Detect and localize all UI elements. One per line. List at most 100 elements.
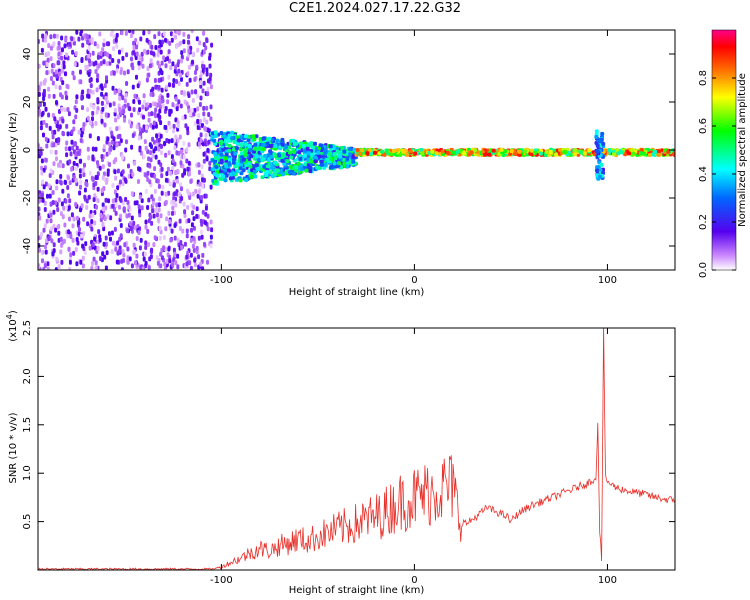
heatmap-cell — [123, 70, 126, 76]
heatmap-cell — [174, 34, 177, 40]
heatmap-cell — [160, 70, 164, 76]
heatmap-cell — [187, 64, 191, 70]
heatmap-cell — [104, 235, 108, 241]
heatmap-cell — [83, 162, 86, 168]
heatmap-cell — [179, 72, 183, 78]
heatmap-cell — [66, 185, 70, 190]
heatmap-cell — [499, 147, 504, 152]
heatmap-cell — [206, 213, 210, 219]
heatmap-cell — [53, 129, 57, 135]
heatmap-cell — [74, 99, 78, 105]
heatmap-cell — [79, 69, 82, 75]
heatmap-cell — [68, 198, 72, 204]
heatmap-cell — [91, 110, 95, 116]
heatmap-cell — [75, 108, 79, 113]
heatmap-cell — [60, 259, 64, 265]
heatmap-cell — [264, 173, 269, 178]
heatmap-cell — [176, 253, 180, 259]
heatmap-cell — [93, 220, 97, 226]
heatmap-cell — [648, 153, 652, 157]
heatmap-cell — [102, 59, 106, 65]
heatmap-cell — [171, 210, 174, 216]
heatmap-cell — [101, 47, 105, 53]
heatmap-cell — [187, 48, 191, 54]
heatmap-cell — [54, 69, 58, 75]
heatmap-cell — [38, 143, 41, 149]
heatmap-cell — [144, 240, 148, 246]
heatmap-cell — [268, 144, 273, 149]
y-tick-label: 1.0 — [22, 465, 33, 481]
heatmap-cell — [61, 47, 64, 53]
heatmap-cell — [44, 52, 48, 58]
heatmap-cell — [261, 147, 266, 152]
heatmap-cell — [186, 130, 190, 136]
heatmap-cell — [41, 249, 45, 255]
colorbar-gradient — [711, 29, 737, 271]
heatmap-cell — [86, 146, 90, 152]
heatmap-cell — [140, 51, 144, 57]
heatmap-cell — [160, 166, 164, 172]
heatmap-cell — [65, 123, 69, 129]
heatmap-cell — [96, 245, 100, 251]
heatmap-cell — [66, 193, 70, 199]
heatmap-cell — [168, 82, 171, 88]
heatmap-cell — [194, 188, 198, 194]
y-tick-label: 2.0 — [22, 368, 33, 384]
heatmap-cell — [80, 203, 84, 209]
heatmap-cell — [420, 151, 424, 156]
heatmap-cell — [280, 142, 285, 147]
heatmap-cell — [61, 80, 65, 86]
heatmap-cell — [75, 145, 79, 151]
heatmap-cell — [244, 142, 249, 147]
heatmap-cell — [128, 119, 131, 125]
heatmap-cell — [88, 120, 92, 126]
heatmap-cell — [94, 265, 98, 270]
heatmap-cell — [197, 141, 201, 147]
heatmap-cell — [147, 156, 151, 162]
heatmap-cell — [177, 30, 181, 34]
heatmap-cell — [121, 181, 125, 187]
heatmap-cell — [74, 51, 78, 57]
heatmap-cell — [307, 165, 312, 170]
heatmap-cell — [227, 148, 232, 153]
heatmap-cell — [228, 176, 233, 181]
heatmap-cell — [294, 165, 299, 170]
y-tick-label: 20 — [22, 96, 33, 109]
heatmap-cell — [38, 263, 41, 269]
heatmap-cell — [106, 52, 110, 58]
heatmap-cell — [78, 168, 82, 174]
heatmap-cell — [666, 149, 671, 154]
heatmap-cell — [89, 102, 93, 108]
heatmap-cell — [201, 252, 205, 258]
plot-background — [38, 328, 675, 570]
heatmap-cell — [270, 138, 275, 142]
heatmap-cell — [253, 174, 258, 179]
heatmap-cell — [233, 164, 238, 169]
heatmap-cell — [319, 159, 324, 164]
heatmap-cell — [43, 207, 47, 212]
heatmap-cell — [138, 194, 142, 200]
heatmap-cell — [193, 257, 197, 263]
heatmap-cell — [112, 101, 116, 107]
heatmap-cell — [166, 92, 170, 98]
heatmap-cell — [209, 116, 213, 122]
heatmap-cell — [328, 165, 333, 170]
heatmap-cell — [196, 93, 200, 99]
heatmap-cell — [595, 149, 600, 154]
heatmap-cell — [294, 141, 298, 146]
heatmap-cell — [171, 61, 175, 67]
heatmap-cell — [170, 154, 174, 160]
heatmap-cell — [102, 42, 106, 47]
heatmap-cell — [40, 192, 44, 198]
heatmap-cell — [133, 200, 137, 206]
heatmap-cell — [348, 152, 353, 157]
heatmap-cell — [87, 194, 91, 200]
heatmap-cell — [96, 136, 100, 141]
heatmap-cell — [84, 241, 88, 247]
heatmap-cell — [391, 149, 396, 154]
heatmap-cell — [69, 234, 73, 239]
heatmap-cell — [243, 134, 248, 139]
heatmap-cell — [111, 183, 115, 188]
heatmap-cell — [360, 148, 365, 153]
heatmap-cell — [160, 150, 163, 156]
